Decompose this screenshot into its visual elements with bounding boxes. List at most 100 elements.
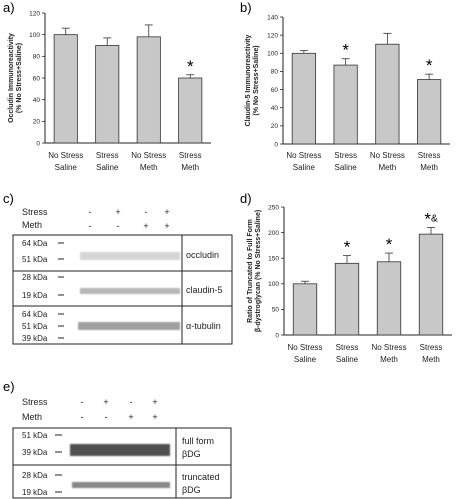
x-tick-label: Saline	[336, 355, 359, 364]
blot-e-truncated-label: truncated	[182, 472, 220, 482]
y-axis-label: Ratio of Truncated to Full Form	[247, 219, 254, 323]
blot-e-stress-sign: -	[130, 397, 133, 407]
x-tick-label: Stress	[420, 343, 443, 352]
y-tick-label: 80	[33, 54, 41, 61]
y-tick-label: 20	[271, 123, 279, 130]
bar	[333, 64, 358, 145]
blot-e-stress-label: Stress	[22, 397, 48, 407]
blot-e-marker: 28 kDa	[22, 471, 48, 480]
y-tick-label: 40	[33, 97, 41, 104]
bar	[136, 36, 161, 144]
blot-e-truncated-label: βDG	[182, 485, 201, 495]
blot-e-fullform-label: βDG	[182, 449, 201, 459]
x-tick-label: Saline	[55, 163, 78, 172]
bar	[334, 262, 360, 336]
significance-marker: *	[344, 238, 351, 257]
blot-e-stress-sign: +	[103, 397, 108, 407]
x-tick-label: Stress	[96, 151, 119, 160]
x-tick-label: No Stress	[370, 151, 405, 160]
blot-e-meth-label: Meth	[22, 412, 42, 422]
blot-c-tubulin-box	[12, 305, 233, 345]
blot-e-marker: 19 kDa	[22, 488, 48, 497]
bar	[375, 43, 400, 145]
blot-c-occludin-band	[80, 252, 180, 260]
x-tick-label: Saline	[335, 163, 358, 172]
bar	[292, 283, 318, 336]
bar	[417, 79, 442, 145]
x-tick-label: Stress	[418, 151, 441, 160]
blot-e-truncated-box	[12, 464, 232, 499]
blot-e-marker: 51 kDa	[22, 431, 48, 440]
blot-e-fullform-label: full form	[182, 436, 214, 446]
blot-e-fullform-band	[70, 444, 170, 456]
x-tick-label: Stress	[336, 343, 359, 352]
x-tick-label: Saline	[96, 163, 119, 172]
blot-c-meth-label: Meth	[22, 220, 42, 230]
bar	[376, 261, 402, 336]
y-tick-label: 0	[36, 140, 40, 147]
x-tick-label: Saline	[293, 163, 316, 172]
panel-d-label: d)	[240, 191, 252, 206]
y-tick-label: 120	[267, 32, 278, 39]
y-tick-label: 150	[268, 256, 279, 263]
bar	[418, 233, 444, 336]
significance-marker: *&	[424, 209, 438, 228]
panel-a-label: a)	[3, 0, 15, 15]
y-axis-label: (% No Stress+Saline)	[253, 45, 260, 115]
panel-e-label: e)	[3, 379, 15, 394]
blot-e-stress-sign: -	[81, 397, 84, 407]
x-tick-label: No Stress	[48, 151, 83, 160]
blot-e-truncated-band	[72, 482, 170, 488]
blot-e-stress-sign: +	[152, 397, 157, 407]
y-tick-label: 140	[267, 14, 278, 21]
x-tick-label: No Stress	[287, 343, 322, 352]
panel-c-label: c)	[3, 191, 14, 206]
panel-b-label: b)	[240, 0, 252, 15]
x-tick-label: Meth	[378, 163, 396, 172]
blot-c-meth-sign: -	[89, 221, 92, 231]
significance-marker: *	[342, 41, 349, 60]
y-tick-label: 0	[274, 141, 278, 148]
y-tick-label: 60	[271, 87, 279, 94]
x-tick-label: Meth	[140, 163, 158, 172]
blot-c-meth-sign: -	[117, 221, 120, 231]
blot-e: Stress Meth - + - + - - + + 51 kDa 39 kD…	[12, 397, 232, 499]
blot-c-marker: 64 kDa	[22, 239, 48, 248]
x-tick-label: Stress	[179, 151, 202, 160]
y-tick-label: 100	[268, 281, 279, 288]
chart-b-claudin5: 0 20 40 60 80 100 120 140 Claudin-5 Immunoreacti…	[245, 14, 450, 172]
significance-marker: *	[187, 57, 194, 76]
x-tick-label: Meth	[181, 163, 199, 172]
blot-c-stress-sign: -	[145, 207, 148, 217]
blot-c-marker: 28 kDa	[22, 273, 48, 282]
blot-c-stress-sign: +	[115, 207, 120, 217]
y-axis-label: β-dystroglycan (% No Stress+Saline)	[255, 210, 262, 332]
blot-c-meth-sign: +	[143, 221, 148, 231]
x-tick-label: No Stress	[286, 151, 321, 160]
blot-e-meth-sign: +	[152, 412, 157, 422]
blot-c-marker: 19 kDa	[22, 291, 48, 300]
x-tick-label: No Stress	[371, 343, 406, 352]
blot-c-stress-sign: -	[89, 207, 92, 217]
blot-c-stress-label: Stress	[22, 207, 48, 217]
y-axis-label: (% No Stress+Saline)	[16, 43, 23, 113]
chart-d-dystroglycan-ratio: 0 50 100 150 200 250 Ratio of Truncated to Ful…	[247, 204, 452, 364]
blot-e-marker: 39 kDa	[22, 448, 48, 457]
y-tick-label: 250	[268, 204, 279, 211]
x-tick-label: Meth	[422, 355, 440, 364]
y-tick-label: 200	[268, 230, 279, 237]
blot-c-occludin-label: occludin	[186, 250, 219, 260]
blot-c-stress-sign: +	[164, 207, 169, 217]
blot-e-meth-sign: -	[81, 412, 84, 422]
x-tick-label: No Stress	[131, 151, 166, 160]
y-axis-label: Claudin-5 Immunoreactivity	[245, 34, 252, 126]
blot-c-claudin-label: claudin-5	[186, 285, 223, 295]
blot-e-meth-sign: -	[105, 412, 108, 422]
blot-c-marker: 51 kDa	[22, 322, 48, 331]
y-tick-label: 100	[267, 51, 278, 58]
chart-a-occludin: 0 20 40 60 80 100 120 Occludin Immunoreactivity…	[8, 10, 211, 172]
y-tick-label: 50	[272, 307, 280, 314]
blot-c-claudin-band	[80, 288, 180, 294]
bar	[178, 77, 203, 144]
